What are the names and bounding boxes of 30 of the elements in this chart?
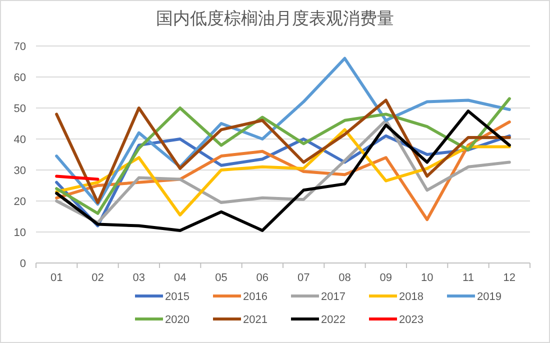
legend-label: 2019 xyxy=(477,291,502,303)
legend-label: 2020 xyxy=(165,314,190,326)
legend-label: 2016 xyxy=(243,291,268,303)
x-tick-label: 05 xyxy=(215,272,228,284)
x-tick-label: 02 xyxy=(92,272,104,284)
legend-label: 2023 xyxy=(399,314,424,326)
y-tick-label: 30 xyxy=(14,165,26,177)
x-tick-label: 06 xyxy=(256,272,269,284)
chart-title: 国内低度棕榈油月度表观消费量 xyxy=(156,9,394,28)
x-tick-label: 09 xyxy=(380,272,392,284)
legend-label: 2021 xyxy=(243,314,268,326)
legend-label: 2018 xyxy=(399,291,424,303)
legend-label: 2017 xyxy=(321,291,346,303)
legend-label: 2015 xyxy=(165,291,190,303)
y-tick-label: 70 xyxy=(14,41,26,53)
x-tick-label: 10 xyxy=(420,272,434,284)
y-tick-label: 10 xyxy=(14,227,26,239)
x-tick-label: 12 xyxy=(503,272,516,284)
x-tick-label: 01 xyxy=(50,272,63,284)
x-tick-label: 11 xyxy=(462,272,474,284)
x-tick-label: 07 xyxy=(297,272,310,284)
x-tick-label: 08 xyxy=(338,272,351,284)
y-tick-label: 50 xyxy=(14,103,26,115)
y-tick-label: 60 xyxy=(14,72,26,84)
y-tick-label: 0 xyxy=(20,258,26,270)
x-tick-label: 04 xyxy=(174,272,186,284)
legend-label: 2022 xyxy=(321,314,346,326)
y-tick-label: 20 xyxy=(14,196,26,208)
x-tick-label: 03 xyxy=(132,272,146,284)
y-tick-label: 40 xyxy=(14,134,26,146)
